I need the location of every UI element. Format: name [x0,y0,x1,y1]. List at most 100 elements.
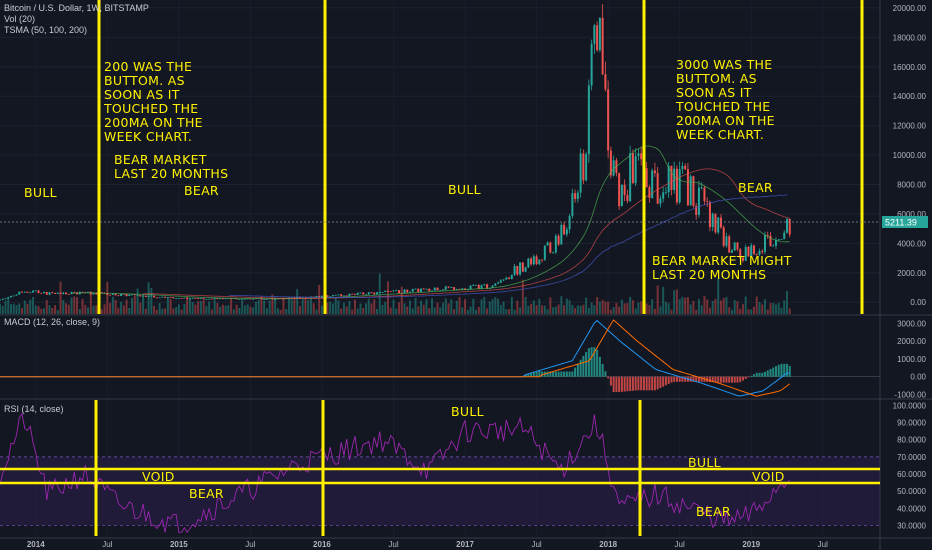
volume-bar [34,305,37,314]
volume-bar [609,309,612,314]
candle-body [144,295,147,297]
candle-body [692,176,695,207]
candle-body [648,187,651,198]
volume-bar [593,305,596,314]
candle-body [483,284,486,286]
volume-bar [43,308,46,314]
macd-histogram-bar [626,376,629,392]
macd-histogram-bar [662,376,665,387]
candle-body [769,235,772,247]
macd-histogram-bar [651,376,654,391]
volume-bar [450,299,453,314]
volume-bar [458,296,461,314]
candle-body [513,266,516,275]
candle-body [417,288,420,293]
candle-body [535,256,538,265]
macd-histogram-bar [634,376,637,391]
candle-body [645,168,648,188]
volume-bar [620,299,623,314]
candle-body [728,236,731,253]
rsi-tick-label: 30.0000 [897,521,926,530]
candle-body [519,262,522,275]
candle-body [164,296,167,298]
candle-body [26,291,29,293]
volume-bar [447,303,450,314]
candle-body [345,295,348,297]
volume-bar [480,299,483,314]
candle-body [651,170,654,198]
volume-bar [318,284,321,314]
macd-histogram-bar [615,376,618,393]
volume-bar [265,308,268,314]
volume-bar [469,306,472,314]
volume-bar [728,307,731,314]
macd-histogram-bar [684,376,687,382]
volume-bar [29,299,32,314]
macd-histogram-bar [620,376,623,392]
volume-bar [219,306,222,314]
candle-body [744,246,747,261]
macd-histogram-bar [725,376,728,383]
volume-bar [169,299,172,314]
volume-bar [675,289,678,314]
volume-bar [744,296,747,314]
macd-histogram-bar [714,376,717,383]
moving-averages [71,145,790,300]
candle-body [675,168,678,203]
volume-bar [769,303,772,314]
volume-bar [81,299,84,314]
macd-histogram-bar [769,368,772,377]
volume-bar [84,304,87,314]
volume-bar [92,305,95,314]
candle-body [552,252,555,254]
macd-histogram-bar [554,371,557,377]
volume-bar [375,309,378,314]
candle-body [480,285,483,289]
macd-histogram-bar [590,347,593,377]
macd-histogram-bar [653,376,656,391]
volume-bar [763,299,766,314]
candle-body [752,245,755,254]
candle-body [65,292,68,295]
candle-body [461,288,464,290]
candle-body [122,293,125,295]
volume-bar [774,304,777,314]
volume-bar [136,288,139,314]
volume-bar [409,300,412,314]
candle-body [340,294,343,297]
candle-body [175,298,178,300]
candle-body [183,297,186,299]
volume-bar [543,305,546,314]
candle-body [640,153,643,160]
macd-histogram-bar [535,371,538,377]
macd-histogram-bar [761,372,764,377]
candle-body [403,289,406,294]
candle-body [208,298,211,300]
candle-body [469,285,472,290]
candle-body [320,295,323,298]
volume-bar [488,301,491,314]
volume-bar [538,298,541,314]
macd-histogram-bar [568,371,571,377]
ma-200 [228,194,788,298]
candle-body [565,229,568,235]
macd-histogram-bar [711,376,714,383]
candle-body [420,288,423,293]
candle-body [788,219,791,235]
volume-bar [232,309,235,314]
volume-bar [670,309,673,314]
candle-body [334,294,337,296]
candle-body [697,187,700,215]
macd-histogram-bar [788,365,791,377]
time-tick-label: 2015 [170,540,188,549]
volume-bar [315,309,318,314]
candle-body [733,242,736,251]
candle-body [40,293,43,294]
candle-body [444,286,447,290]
volume-bar [166,297,169,314]
candle-body [243,298,246,300]
candle-body [521,262,524,272]
volume-bar [191,301,194,314]
price-tick-label: 18000.00 [893,33,927,42]
